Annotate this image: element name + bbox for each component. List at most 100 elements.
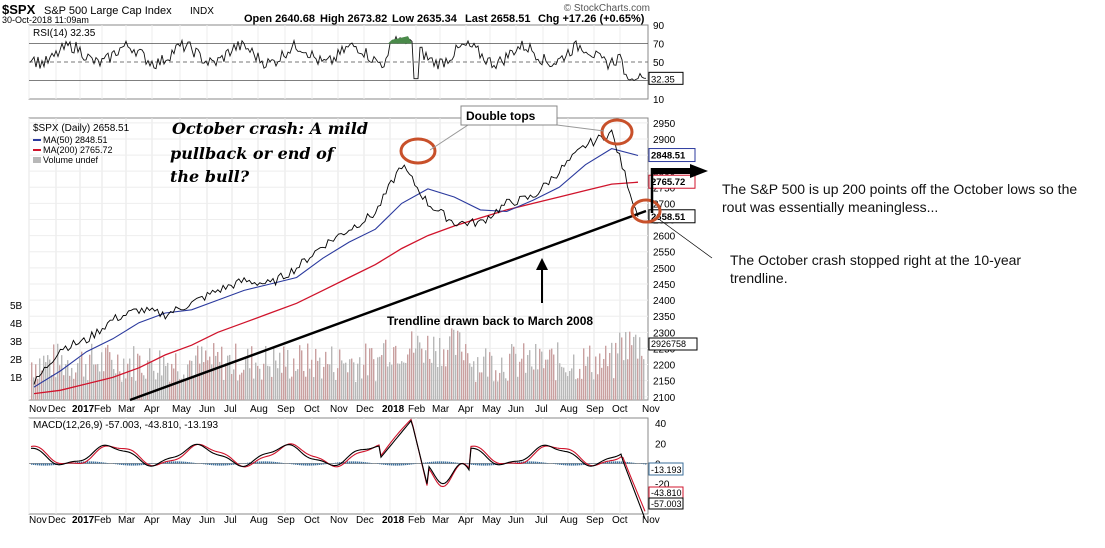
volume-bar xyxy=(359,357,361,400)
x-tick-label-macd: Feb xyxy=(408,515,426,526)
volume-bar xyxy=(219,361,221,400)
volume-bar xyxy=(643,359,645,400)
macd-histogram-bar xyxy=(541,462,543,464)
rsi-badge-box xyxy=(648,71,684,85)
trendline-label: Trendline drawn back to March 2008 xyxy=(387,314,593,328)
macd-histogram-bar xyxy=(477,463,479,466)
header-high: High 2673.82 xyxy=(320,13,387,25)
macd-histogram-bar xyxy=(35,463,37,466)
volume-bar xyxy=(353,362,355,400)
rsi-line xyxy=(29,35,647,82)
macd-histogram-bar xyxy=(619,461,621,464)
macd-histogram-bar xyxy=(213,463,215,466)
x-tick-label-macd: Mar xyxy=(118,515,136,526)
volume-bar xyxy=(553,354,555,400)
macd-histogram-bar xyxy=(473,463,475,465)
volume-bar xyxy=(525,372,527,400)
volume-bar xyxy=(205,350,207,400)
volume-bar xyxy=(545,359,547,400)
macd-histogram-bar xyxy=(299,463,301,466)
volume-bar xyxy=(471,366,473,400)
macd-histogram-bar xyxy=(531,461,533,464)
x-tick-label: Jul xyxy=(224,404,237,415)
macd-histogram-bar xyxy=(191,462,193,464)
volume-bar xyxy=(303,370,305,400)
macd-histogram-bar xyxy=(335,462,337,464)
volume-bar xyxy=(547,359,549,400)
volume-bar xyxy=(279,352,281,400)
macd-histogram-bar xyxy=(59,463,61,465)
macd-histogram-bar xyxy=(557,463,559,465)
volume-bar xyxy=(77,363,79,400)
volume-bar xyxy=(267,365,269,400)
x-tick-label: May xyxy=(482,404,501,415)
volume-bar xyxy=(275,360,277,400)
volume-bar xyxy=(191,360,193,400)
macd-histogram-bar xyxy=(89,461,91,464)
macd-histogram-bar xyxy=(479,463,481,466)
volume-tick-label: 2B xyxy=(10,355,23,366)
double-tops-leader-1 xyxy=(429,124,469,151)
macd-histogram-bar xyxy=(105,462,107,464)
volume-bar xyxy=(141,372,143,400)
volume-bar xyxy=(299,345,301,400)
x-tick-label-macd: Nov xyxy=(642,515,660,526)
volume-bar xyxy=(181,378,183,400)
volume-bar xyxy=(533,369,535,400)
volume-bar xyxy=(615,342,617,400)
volume-bar xyxy=(91,343,93,400)
macd-histogram-bar xyxy=(555,463,557,465)
price-tick-label: 2350 xyxy=(653,312,676,323)
volume-bar xyxy=(587,356,589,400)
macd-signal-badge: -43.810 xyxy=(651,488,682,498)
ma200-line xyxy=(33,181,639,395)
volume-bar xyxy=(169,381,171,400)
volume-bar xyxy=(269,366,271,400)
x-tick-label: Oct xyxy=(304,404,320,415)
volume-bar xyxy=(437,366,439,400)
volume-bar xyxy=(79,357,81,400)
macd-histogram-bar xyxy=(141,463,143,466)
macd-histogram-bar xyxy=(385,463,387,465)
macd-tick-label: 20 xyxy=(655,439,667,450)
badge-volume: 2926758 xyxy=(651,339,686,349)
macd-histogram-bar xyxy=(389,463,391,466)
x-tick-label-macd: Feb xyxy=(94,515,112,526)
volume-bar xyxy=(631,345,633,400)
volume-bar xyxy=(89,354,91,400)
volume-bar xyxy=(481,372,483,400)
volume-bar xyxy=(305,376,307,400)
volume-bar xyxy=(321,378,323,400)
legend-ma50: MA(50) 2848.51 xyxy=(43,135,108,145)
volume-bar xyxy=(517,376,519,400)
x-tick-label-macd: Mar xyxy=(432,515,450,526)
volume-bar xyxy=(461,351,463,400)
volume-bar xyxy=(221,346,223,400)
volume-bar xyxy=(365,343,367,400)
volume-bar xyxy=(413,352,415,400)
macd-value-badge: -57.003 xyxy=(651,499,682,509)
volume-bar xyxy=(583,348,585,400)
volume-bar xyxy=(71,367,73,400)
macd-histogram-bar xyxy=(315,463,317,466)
macd-histogram-bar xyxy=(121,463,123,465)
macd-histogram-bar xyxy=(183,461,185,464)
x-tick-label-macd: Jun xyxy=(508,515,524,526)
macd-histogram-bar xyxy=(273,461,275,464)
macd-histogram-bar xyxy=(475,463,477,466)
trendline xyxy=(129,209,647,402)
macd-histogram-bar xyxy=(323,463,325,465)
x-tick-label: Mar xyxy=(432,404,450,415)
volume-bar xyxy=(597,374,599,400)
x-tick-label-macd: Nov xyxy=(29,515,47,526)
price-tick-label: 2950 xyxy=(653,119,676,130)
volume-bar xyxy=(447,349,449,400)
macd-histogram-bar xyxy=(561,463,563,465)
volume-bar xyxy=(377,357,379,400)
volume-bar xyxy=(487,376,489,400)
legend-ma200: MA(200) 2765.72 xyxy=(43,145,113,155)
volume-bar xyxy=(193,377,195,400)
volume-bar xyxy=(281,372,283,400)
double-tops-label: Double tops xyxy=(466,109,536,123)
volume-bar xyxy=(603,358,605,400)
